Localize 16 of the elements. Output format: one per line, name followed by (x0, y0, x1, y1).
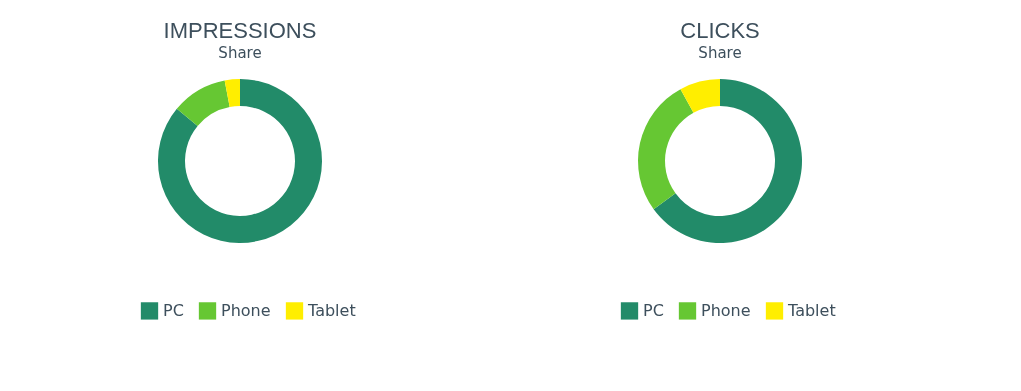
legend-label: Phone (701, 300, 751, 320)
donut-slice (680, 79, 720, 113)
chart-subtitle: Share (698, 44, 742, 62)
donut-slice (653, 79, 802, 243)
legend-label: PC (643, 300, 664, 320)
legend-label: Tablet (307, 300, 356, 320)
donut-slice (638, 89, 694, 210)
chart-title: CLICKS (680, 18, 760, 43)
legend-label: Phone (221, 300, 271, 320)
legend-label: Tablet (787, 300, 836, 320)
chart-subtitle: Share (218, 44, 262, 62)
chart-title: IMPRESSIONS (163, 18, 317, 43)
legend-label: PC (163, 300, 184, 320)
donut-slice (158, 79, 322, 243)
donut-slice (224, 79, 240, 107)
donut-slice (176, 80, 230, 126)
